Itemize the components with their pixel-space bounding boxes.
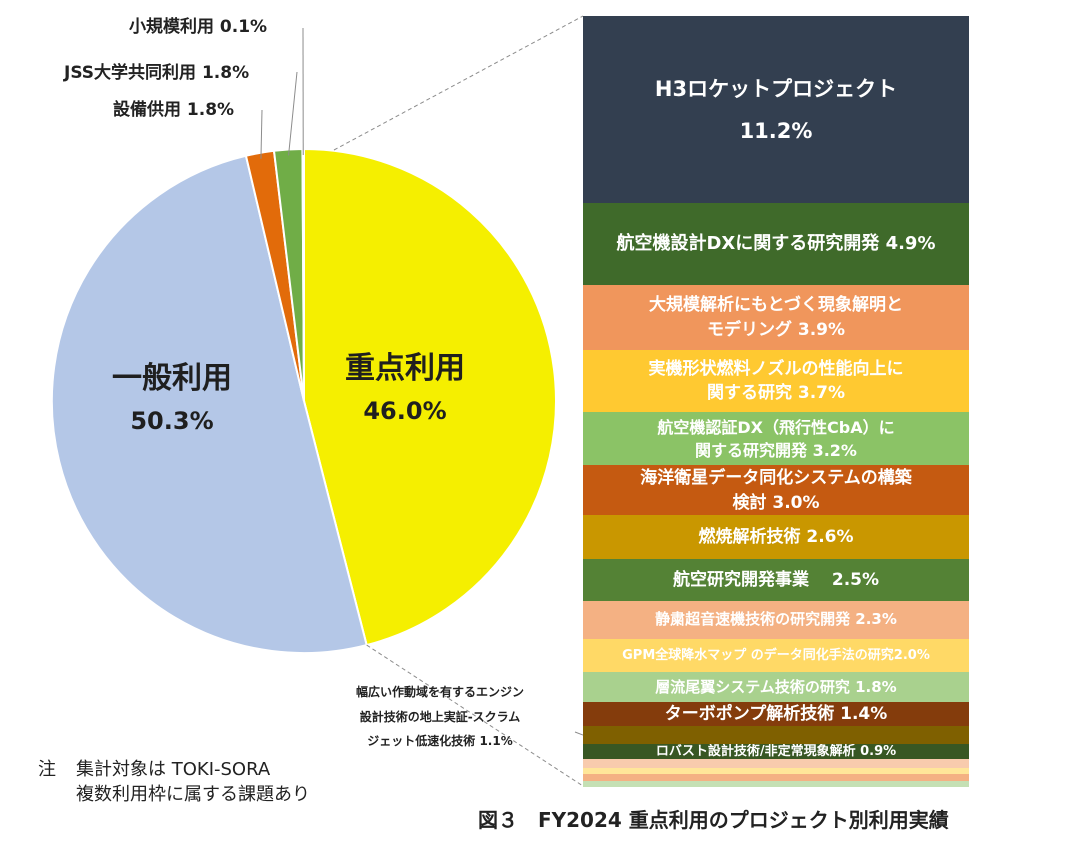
pie-label-ippan: 一般利用 50.3% [97,353,247,435]
bar-segment-label: 大規模解析にもとづく現象解明と [649,295,903,316]
bar-segment-label: モデリング 3.9% [706,319,846,340]
bar-segment-17 [583,774,969,782]
pie-label-juten-name: 重点利用 [345,351,465,386]
bar-segment-label: GPM全球降水マップ のデータ同化手法の研究2.0% [622,647,930,663]
bar-segment-3: 大規模解析にもとづく現象解明と モデリング 3.9% [583,284,969,351]
bar-segment-label: H3ロケットプロジェクト [654,76,898,101]
bar-segment-13 [583,725,969,745]
bar-segment-10: GPM全球降水マップ のデータ同化手法の研究2.0% [583,639,969,674]
pie-label-juten: 重点利用 46.0% [330,343,480,425]
callout-line: ジェット低速化技術 1.1% [367,734,513,749]
bar-segment-label: ターボポンプ解析技術 1.4% [664,704,888,725]
pie-label-setsubi: 設備供用 1.8% [113,100,235,120]
bar-segment-label: ロバスト設計技術/非定常現象解析 0.9% [655,744,897,759]
bar-segment-15 [583,759,969,769]
bar-segment-1: H3ロケットプロジェクト 11.2% [583,16,969,204]
callout-scramjet: 幅広い作動域を有するエンジン 設計技術の地上実証-スクラム ジェット低速化技術 … [305,680,575,754]
bar-segment-14: ロバスト設計技術/非定常現象解析 0.9% [583,744,969,760]
bar-segment-label: 静粛超音速機技術の研究開発 2.3% [655,610,897,629]
footnote-line1: 集計対象は TOKI-SORA [76,759,271,780]
pie-label-ippan-name: 一般利用 [112,361,232,396]
bar-segment-11: 層流尾翼システム技術の研究 1.8% [583,672,969,704]
bar-segment-label: 検討 3.0% [732,492,820,513]
footnote-mark: 注 [38,759,56,780]
footnote-line2: 複数利用枠に属する課題あり [76,784,310,806]
bar-segment-label: 海洋衛星データ同化システムの構築 [640,468,912,488]
bar-segment-label: 関する研究 3.7% [706,383,846,404]
pie-label-shokibo: 小規模利用 0.1% [129,17,268,37]
bar-segment-12: ターボポンプ解析技術 1.4% [583,702,969,727]
footnote: 注集計対象は TOKI-SORA 複数利用枠に属する課題あり [38,757,310,807]
leader-line-scramjet [574,731,584,736]
connector-bottom [366,644,584,787]
bar-segment-8: 航空研究開発事業 2.5% [583,558,969,602]
bar-segment-7: 燃焼解析技術 2.6% [583,515,969,560]
bar-segment-label: 実機形状燃料ノズルの性能向上に [648,358,904,379]
leader-line-jss [288,71,298,156]
bar-segment-9: 静粛超音速機技術の研究開発 2.3% [583,600,969,640]
leader-line-setsubi [260,109,263,159]
bar-segment-label: 11.2% [739,118,813,143]
pie-label-ippan-pct: 50.3% [130,407,214,435]
bar-segment-16 [583,767,969,775]
figure-caption: 図３ FY2024 重点利用のプロジェクト別利用実績 [478,808,949,832]
connector-top [333,15,584,151]
callout-line: 幅広い作動域を有するエンジン [355,685,524,699]
callout-line: 設計技術の地上実証-スクラム [359,709,521,724]
bar-segment-label: 燃焼解析技術 2.6% [698,527,854,548]
bar-segment-label: 航空研究開発事業 2.5% [672,569,880,590]
pie-label-juten-pct: 46.0% [363,397,447,425]
bar-segment-label: 層流尾翼システム技術の研究 1.8% [655,677,897,696]
bar-segment-6: 海洋衛星データ同化システムの構築 検討 3.0% [583,465,969,516]
bar-segment-label: 関する研究開発 3.2% [695,440,857,460]
bar-segment-18 [583,780,969,787]
bar-segment-5: 航空機認証DX（飛行性CbA）に 関する研究開発 3.2% [583,411,969,466]
bar-segment-label: 航空機設計DXに関する研究開発 4.9% [616,233,936,255]
pie-label-jss: JSS大学共同利用 1.8% [64,63,250,83]
pie-slice-ippan [50,154,368,655]
pie-slice-juten [303,147,557,647]
bar-segment-4: 実機形状燃料ノズルの性能向上に 関する研究 3.7% [583,350,969,413]
bar-segment-label: 航空機認証DX（飛行性CbA）に [657,417,895,437]
bar-segment-2: 航空機設計DXに関する研究開発 4.9% [583,203,969,286]
